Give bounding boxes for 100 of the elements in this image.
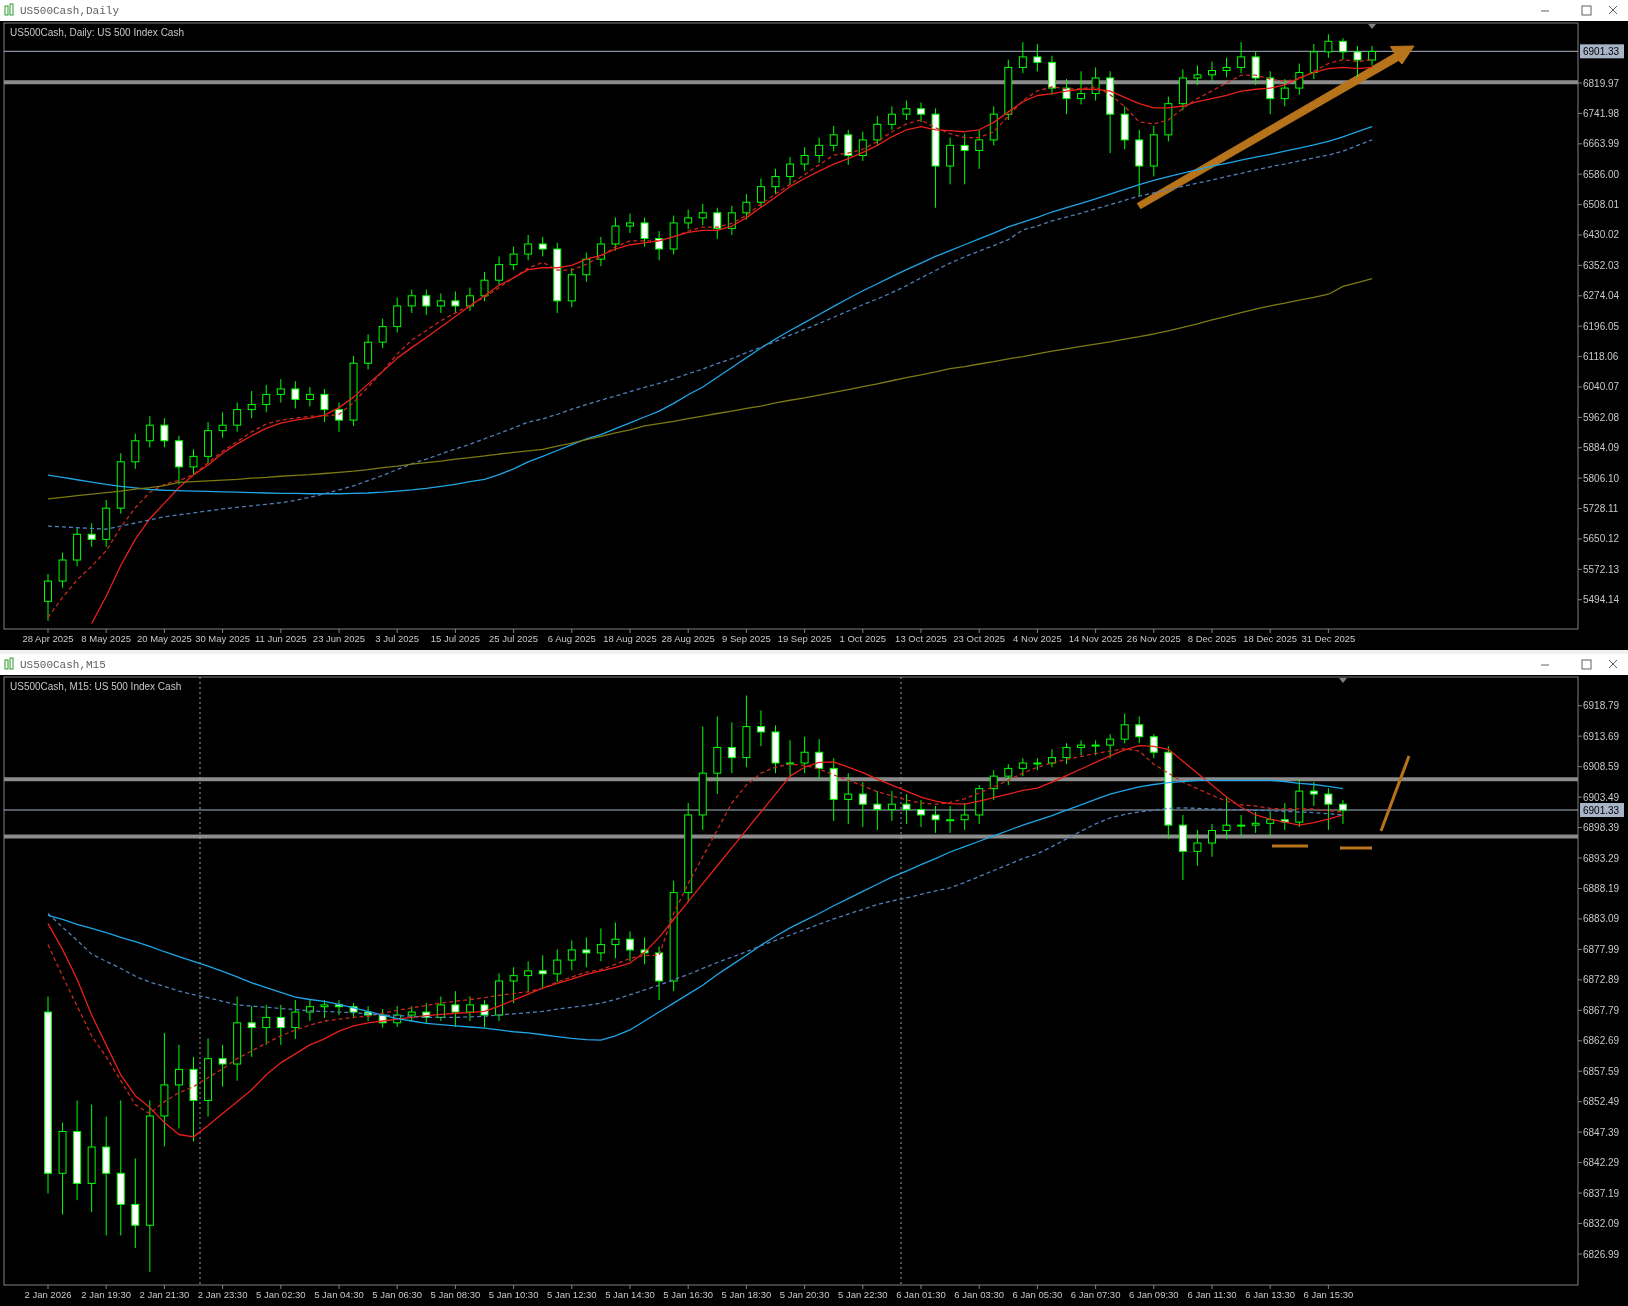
candlestick — [844, 772, 853, 825]
candlestick — [1324, 33, 1333, 59]
candlestick — [276, 378, 285, 404]
y-tick-label: 6877.99 — [1583, 943, 1620, 955]
x-tick-label: 5 Jan 02:30 — [255, 1289, 306, 1300]
y-tick-label: 6741.98 — [1583, 107, 1620, 119]
ref-line-label: 6901.33 — [1583, 804, 1620, 816]
chart-subtitle: US500Cash, M15: US 500 Index Cash — [10, 681, 182, 692]
candlestick — [1338, 37, 1347, 61]
x-tick-label: 5 Jan 06:30 — [372, 1289, 423, 1300]
candlestick — [553, 948, 562, 983]
x-tick-label: 5 Jan 04:30 — [314, 1289, 364, 1300]
candlestick — [218, 411, 227, 439]
candlestick — [1208, 823, 1216, 858]
candlestick — [378, 318, 387, 349]
candlestick — [946, 137, 955, 185]
y-tick-label: 5728.11 — [1583, 503, 1619, 515]
line-series — [47, 278, 1373, 500]
candlestick — [1222, 57, 1231, 78]
x-tick-label: 18 Dec 2025 — [1243, 633, 1298, 644]
candlestick — [233, 402, 242, 433]
chart-title: US500Cash,M15 — [20, 659, 106, 671]
candlestick — [1251, 811, 1260, 834]
candlestick — [1222, 796, 1231, 840]
candlestick — [786, 739, 795, 777]
candlestick — [436, 292, 445, 314]
x-tick-label: 5 Jan 12:30 — [546, 1289, 597, 1300]
candlestick — [1062, 742, 1071, 765]
candlestick — [1047, 748, 1056, 768]
candlestick — [582, 936, 591, 968]
candlestick — [480, 999, 489, 1029]
candlestick — [1004, 763, 1013, 786]
x-tick-label: 6 Jan 15:30 — [1303, 1289, 1354, 1300]
x-tick-label: 5 Jan 14:30 — [605, 1289, 655, 1300]
y-tick-label: 6586.00 — [1583, 168, 1620, 180]
candlestick — [1353, 45, 1362, 78]
candlestick — [1208, 61, 1216, 82]
candlestick — [771, 168, 780, 195]
y-tick-label: 5572.13 — [1583, 563, 1620, 575]
candlestick — [58, 552, 67, 589]
candlestick — [465, 996, 474, 1022]
y-tick-label: 6352.03 — [1583, 259, 1620, 271]
y-tick-label: 6508.01 — [1583, 199, 1620, 211]
candlestick — [800, 146, 809, 172]
candlestick — [844, 129, 853, 166]
y-tick-label: 6898.39 — [1583, 822, 1620, 834]
candlestick — [1033, 43, 1042, 72]
candlestick — [364, 333, 373, 370]
candlestick — [1135, 715, 1144, 744]
candlestick — [145, 415, 154, 448]
candlestick — [305, 386, 314, 407]
candlestick — [713, 207, 722, 240]
y-tick-label: 6883.09 — [1583, 913, 1620, 925]
y-tick-label: 6832.09 — [1583, 1218, 1620, 1230]
candlestick — [1077, 70, 1086, 105]
candlestick — [1338, 799, 1347, 825]
chart-title: US500Cash,Daily — [20, 5, 120, 17]
candlestick — [626, 213, 634, 234]
candlestick — [465, 287, 474, 312]
y-tick-label: 6872.89 — [1583, 974, 1620, 986]
candlestick — [160, 417, 169, 448]
candlestick — [451, 990, 460, 1028]
chart-subtitle: US500Cash, Daily: US 500 Index Cash — [10, 27, 184, 38]
x-tick-label: 28 Apr 2025 — [22, 633, 74, 644]
candlestick — [800, 736, 809, 774]
x-tick-label: 20 May 2025 — [136, 633, 192, 644]
candlestick — [887, 105, 896, 131]
candlestick — [320, 388, 329, 423]
candlestick — [1251, 51, 1260, 86]
candlestick — [786, 156, 795, 185]
y-tick-label: 6862.69 — [1583, 1035, 1620, 1047]
candlestick — [1106, 733, 1115, 759]
x-tick-label: 5 Jan 16:30 — [663, 1289, 714, 1300]
candlestick — [1280, 78, 1289, 107]
y-tick-label: 5884.09 — [1583, 442, 1620, 454]
candlestick — [975, 129, 984, 170]
candlestick — [174, 1044, 183, 1130]
candlestick — [873, 790, 882, 831]
candlestick — [291, 380, 300, 409]
candlestick — [946, 805, 955, 834]
x-tick-label: 3 Jul 2025 — [375, 633, 420, 644]
x-tick-label: 19 Sep 2025 — [777, 633, 832, 644]
y-tick-label: 5494.14 — [1583, 594, 1620, 606]
y-tick-label: 6118.06 — [1583, 351, 1619, 363]
x-tick-label: 6 Jan 09:30 — [1128, 1289, 1179, 1300]
candlestick — [335, 402, 343, 433]
candlestick — [495, 255, 504, 287]
candlestick — [276, 1004, 285, 1046]
candlestick — [698, 203, 707, 226]
candlestick — [815, 137, 824, 164]
y-tick-label: 6040.07 — [1583, 381, 1620, 393]
candlestick — [87, 522, 96, 548]
candlestick — [873, 115, 882, 146]
x-tick-label: 2 Jan 23:30 — [197, 1289, 248, 1300]
candlestick — [509, 246, 518, 271]
x-tick-label: 31 Dec 2025 — [1301, 633, 1356, 644]
x-tick-label: 1 Oct 2025 — [839, 633, 887, 644]
y-tick-label: 6913.69 — [1583, 730, 1620, 742]
y-tick-label: 6857.59 — [1583, 1065, 1620, 1077]
candlestick — [291, 999, 300, 1040]
